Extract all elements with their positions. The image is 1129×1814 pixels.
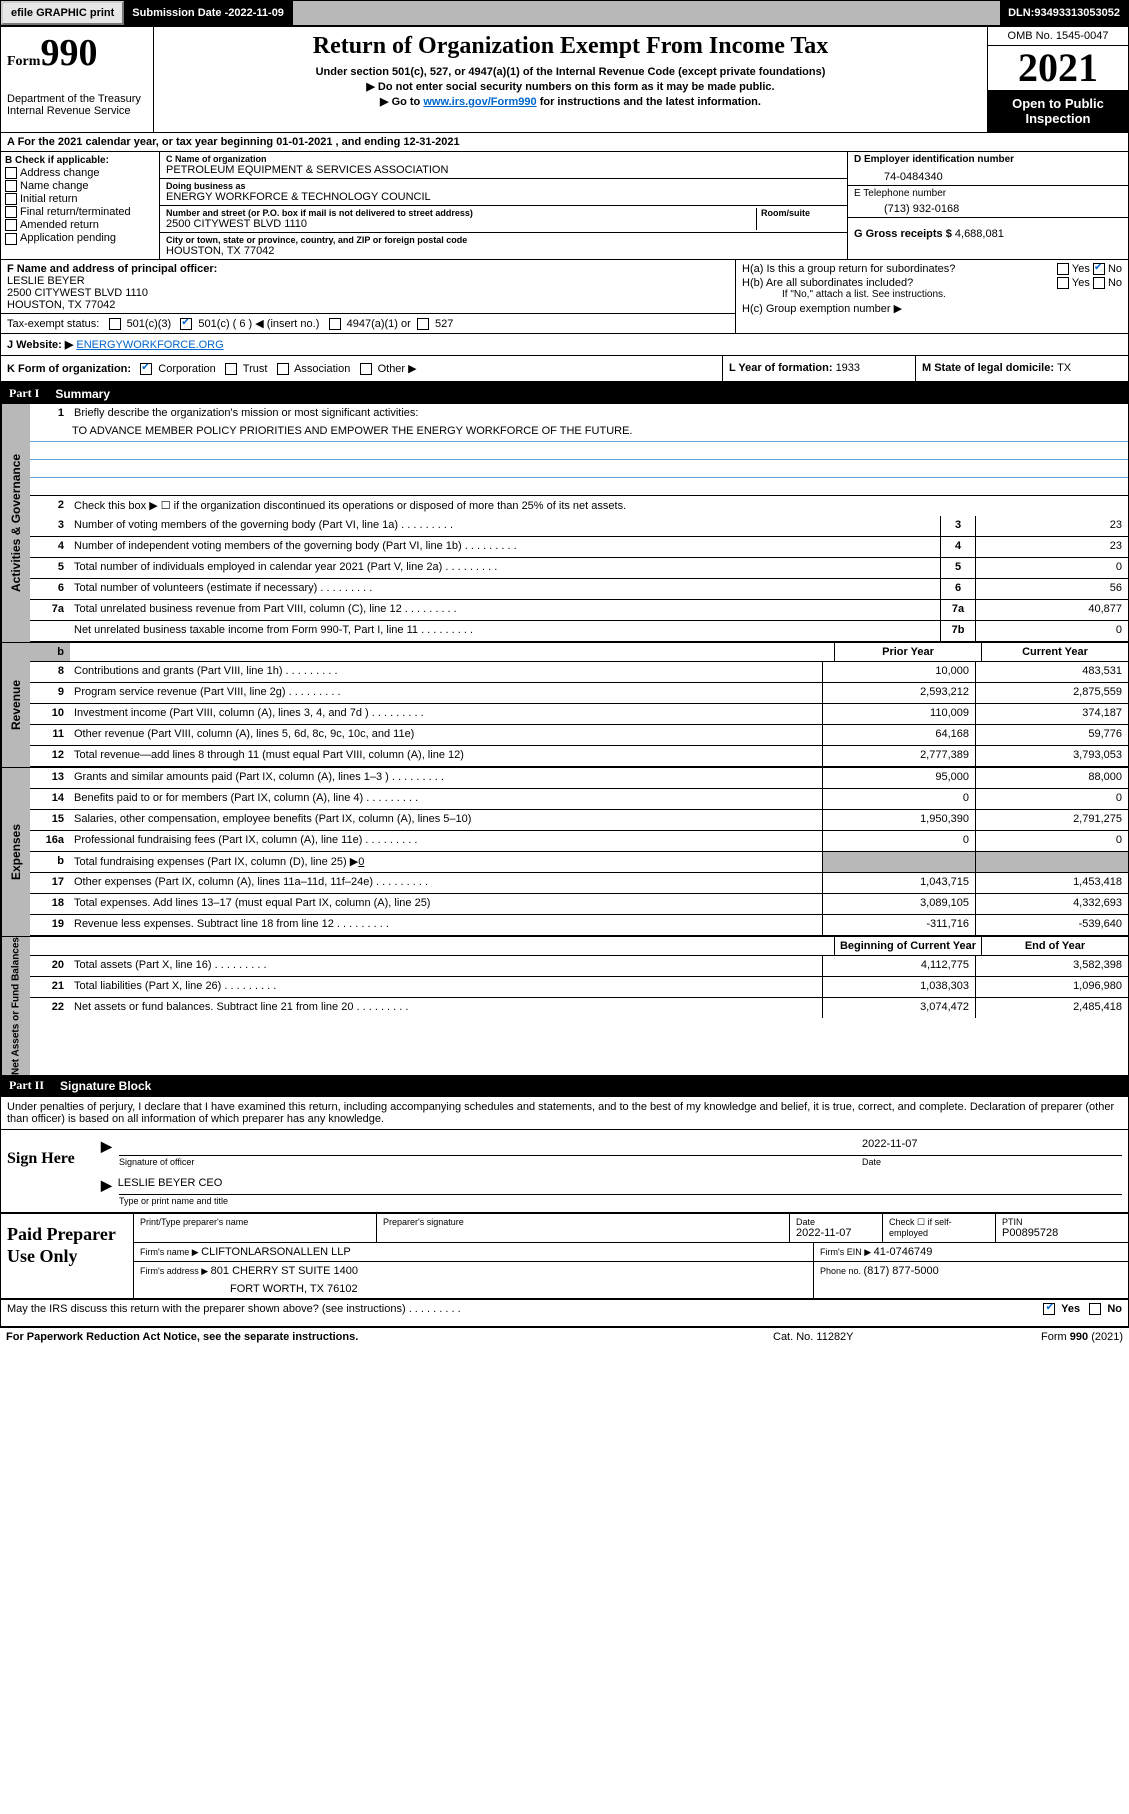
header-title-block: Return of Organization Exempt From Incom… bbox=[154, 27, 988, 132]
org-name: PETROLEUM EQUIPMENT & SERVICES ASSOCIATI… bbox=[166, 164, 841, 176]
paid-preparer-block: Paid Preparer Use Only Print/Type prepar… bbox=[1, 1214, 1128, 1300]
firm-ein: 41-0746749 bbox=[874, 1246, 933, 1258]
header-left: Form990 Department of the Treasury Inter… bbox=[1, 27, 154, 132]
form-header: Form990 Department of the Treasury Inter… bbox=[1, 27, 1128, 133]
section-bcdefg: B Check if applicable: Address change Na… bbox=[1, 152, 1128, 260]
row-a-tax-year: A For the 2021 calendar year, or tax yea… bbox=[1, 133, 1128, 152]
officer-name: LESLIE BEYER bbox=[7, 275, 729, 287]
chk-amended[interactable] bbox=[5, 219, 17, 231]
dept-treasury: Department of the Treasury bbox=[7, 93, 147, 105]
chk-initial-return[interactable] bbox=[5, 193, 17, 205]
open-to-public: Open to Public Inspection bbox=[988, 90, 1128, 132]
org-street: 2500 CITYWEST BLVD 1110 bbox=[166, 218, 756, 230]
chk-final-return[interactable] bbox=[5, 206, 17, 218]
chk-trust[interactable] bbox=[225, 363, 237, 375]
row-j-website: J Website: ▶ ENERGYWORKFORCE.ORG bbox=[1, 334, 1128, 356]
signature-declaration: Under penalties of perjury, I declare th… bbox=[1, 1096, 1128, 1130]
chk-ha-yes[interactable] bbox=[1057, 263, 1069, 275]
row-f-h: F Name and address of principal officer:… bbox=[1, 260, 1128, 334]
top-toolbar: efile GRAPHIC print Submission Date - 20… bbox=[0, 0, 1129, 26]
ptin: P00895728 bbox=[1002, 1227, 1122, 1239]
firm-name: CLIFTONLARSONALLEN LLP bbox=[201, 1246, 351, 1258]
firm-addr2: FORT WORTH, TX 76102 bbox=[140, 1283, 807, 1295]
chk-hb-yes[interactable] bbox=[1057, 277, 1069, 289]
v4: 23 bbox=[975, 537, 1128, 557]
form-ref: Form 990 (2021) bbox=[973, 1331, 1123, 1343]
prep-date: 2022-11-07 bbox=[796, 1227, 876, 1239]
chk-app-pending[interactable] bbox=[5, 233, 17, 245]
vtab-revenue: Revenue bbox=[1, 643, 30, 767]
chk-hb-no[interactable] bbox=[1093, 277, 1105, 289]
officer-addr1: 2500 CITYWEST BLVD 1110 bbox=[7, 287, 729, 299]
v7b: 0 bbox=[975, 621, 1128, 641]
chk-527[interactable] bbox=[417, 318, 429, 330]
v3: 23 bbox=[975, 516, 1128, 536]
part-1-header: Part ISummary bbox=[1, 383, 1128, 404]
footer: For Paperwork Reduction Act Notice, see … bbox=[0, 1328, 1129, 1346]
sign-here-block: Sign Here ▶2022-11-07 Signature of offic… bbox=[1, 1130, 1128, 1214]
officer-name-title: LESLIE BEYER CEO bbox=[118, 1177, 1122, 1194]
chk-501c3[interactable] bbox=[109, 318, 121, 330]
chk-other[interactable] bbox=[360, 363, 372, 375]
chk-4947[interactable] bbox=[329, 318, 341, 330]
subtitle-3: ▶ Go to www.irs.gov/Form990 for instruct… bbox=[160, 95, 981, 108]
revenue-section: Revenue bPrior YearCurrent Year 8Contrib… bbox=[1, 642, 1128, 767]
state-domicile: TX bbox=[1057, 362, 1071, 374]
org-dba: ENERGY WORKFORCE & TECHNOLOGY COUNCIL bbox=[166, 191, 841, 203]
col-right-deg: D Employer identification number 74-0484… bbox=[847, 152, 1128, 259]
vtab-net-assets: Net Assets or Fund Balances bbox=[1, 937, 30, 1075]
cat-no: Cat. No. 11282Y bbox=[773, 1331, 973, 1343]
vtab-governance: Activities & Governance bbox=[1, 404, 30, 642]
toolbar-spacer bbox=[293, 1, 1000, 25]
irs-label: Internal Revenue Service bbox=[7, 105, 147, 117]
form-990: Form990 Department of the Treasury Inter… bbox=[0, 26, 1129, 1328]
firm-addr1: 801 CHERRY ST SUITE 1400 bbox=[211, 1265, 358, 1277]
efile-print-button[interactable]: efile GRAPHIC print bbox=[1, 1, 124, 25]
activities-governance: Activities & Governance 1Briefly describ… bbox=[1, 404, 1128, 642]
net-assets-section: Net Assets or Fund Balances Beginning of… bbox=[1, 936, 1128, 1075]
omb-number: OMB No. 1545-0047 bbox=[988, 27, 1128, 46]
org-city: HOUSTON, TX 77042 bbox=[166, 245, 841, 257]
header-right: OMB No. 1545-0047 2021 Open to Public In… bbox=[988, 27, 1128, 132]
pra-notice: For Paperwork Reduction Act Notice, see … bbox=[6, 1331, 773, 1343]
chk-501c[interactable] bbox=[180, 318, 192, 330]
phone: (713) 932-0168 bbox=[854, 199, 1122, 215]
subtitle-2: ▶ Do not enter social security numbers o… bbox=[160, 80, 981, 93]
sig-date: 2022-11-07 bbox=[862, 1138, 1122, 1155]
v6: 56 bbox=[975, 579, 1128, 599]
subtitle-1: Under section 501(c), 527, or 4947(a)(1)… bbox=[160, 66, 981, 78]
part-2-header: Part IISignature Block bbox=[1, 1075, 1128, 1096]
chk-corp[interactable] bbox=[140, 363, 152, 375]
instructions-link[interactable]: www.irs.gov/Form990 bbox=[423, 96, 536, 108]
col-c-org-info: C Name of organization PETROLEUM EQUIPME… bbox=[160, 152, 847, 259]
v5: 0 bbox=[975, 558, 1128, 578]
form-title: Return of Organization Exempt From Incom… bbox=[160, 33, 981, 60]
submission-date: Submission Date - 2022-11-09 bbox=[124, 1, 293, 25]
chk-discuss-yes[interactable] bbox=[1043, 1303, 1055, 1315]
chk-ha-no[interactable] bbox=[1093, 263, 1105, 275]
year-formation: 1933 bbox=[836, 362, 860, 374]
gross-receipts: 4,688,081 bbox=[955, 228, 1004, 240]
col-b-checkboxes: B Check if applicable: Address change Na… bbox=[1, 152, 160, 259]
chk-name-change[interactable] bbox=[5, 180, 17, 192]
mission-text: TO ADVANCE MEMBER POLICY PRIORITIES AND … bbox=[30, 424, 1128, 442]
firm-phone: (817) 877-5000 bbox=[864, 1265, 939, 1277]
chk-address-change[interactable] bbox=[5, 167, 17, 179]
paid-preparer-label: Paid Preparer Use Only bbox=[1, 1214, 133, 1298]
website-link[interactable]: ENERGYWORKFORCE.ORG bbox=[76, 339, 223, 351]
sign-here-label: Sign Here bbox=[1, 1130, 93, 1212]
chk-assoc[interactable] bbox=[277, 363, 289, 375]
expenses-section: Expenses 13Grants and similar amounts pa… bbox=[1, 767, 1128, 936]
discuss-row: May the IRS discuss this return with the… bbox=[1, 1300, 1128, 1327]
officer-addr2: HOUSTON, TX 77042 bbox=[7, 299, 729, 311]
vtab-expenses: Expenses bbox=[1, 768, 30, 936]
chk-discuss-no[interactable] bbox=[1089, 1303, 1101, 1315]
row-klm: K Form of organization: Corporation Trus… bbox=[1, 356, 1128, 383]
tax-year: 2021 bbox=[988, 46, 1128, 90]
ein: 74-0484340 bbox=[854, 165, 1122, 183]
dln: DLN: 93493313053052 bbox=[1000, 1, 1128, 25]
v7a: 40,877 bbox=[975, 600, 1128, 620]
